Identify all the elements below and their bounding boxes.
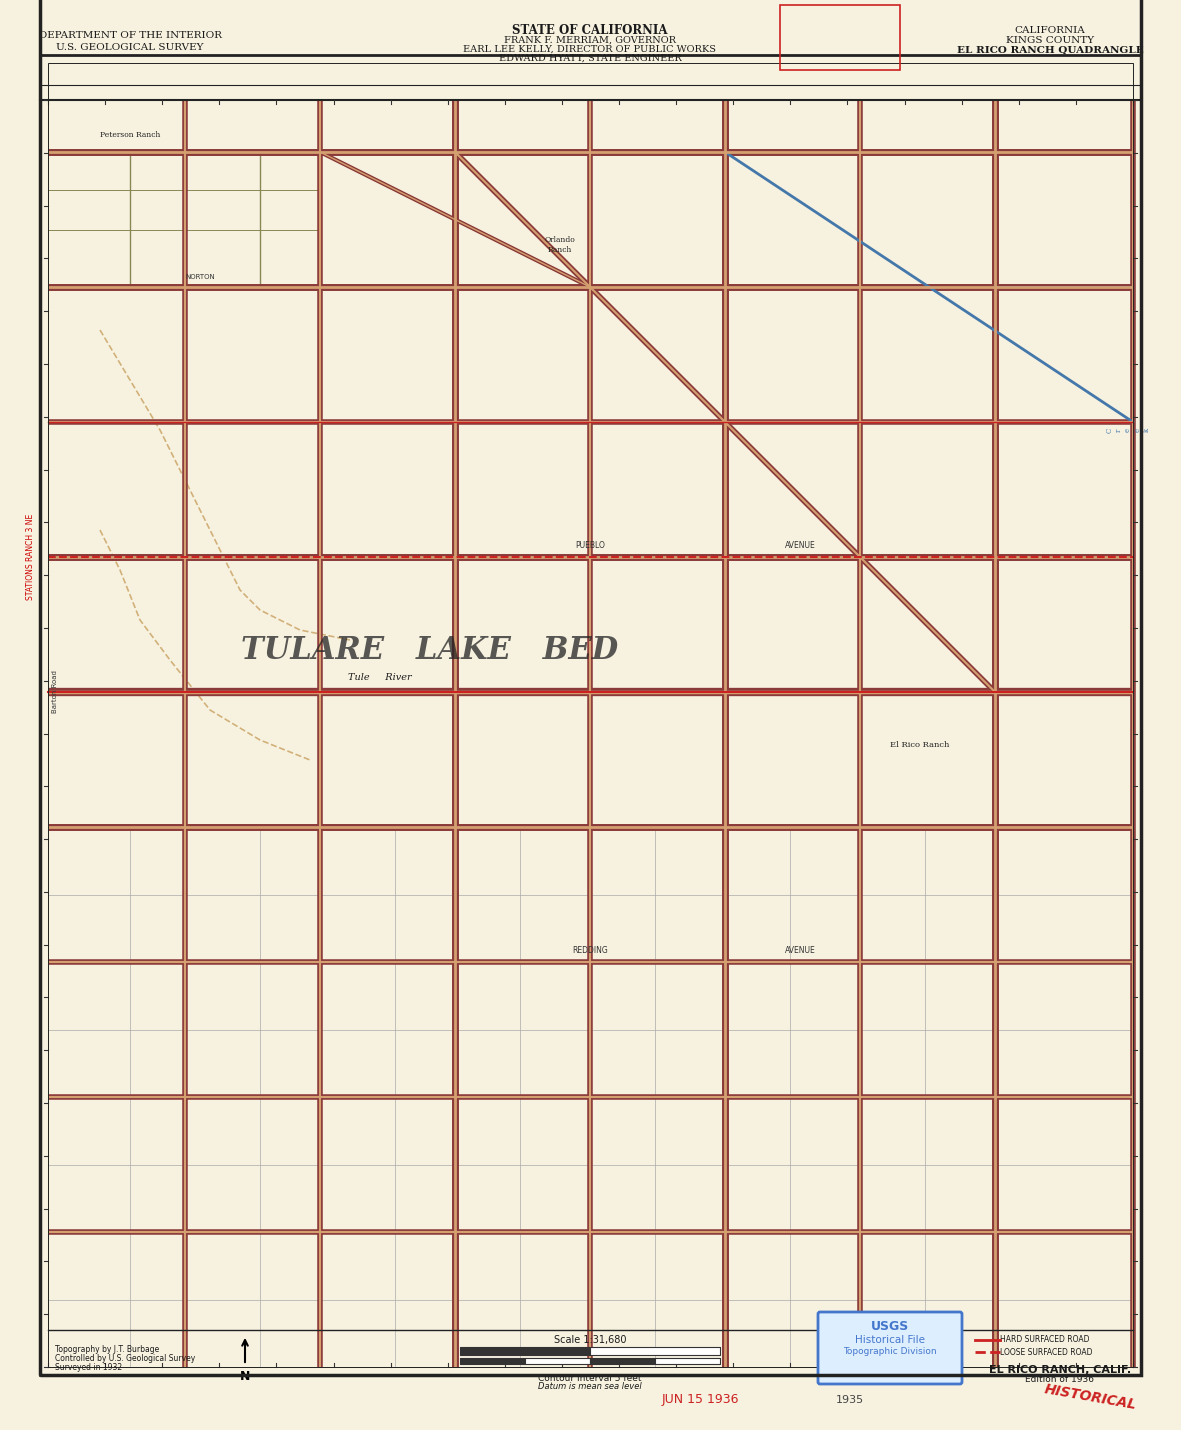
Text: 1935: 1935	[836, 1396, 864, 1406]
Text: PUEBLO: PUEBLO	[575, 541, 605, 551]
Text: CALIFORNIA: CALIFORNIA	[1014, 26, 1085, 34]
Text: HARD SURFACED ROAD: HARD SURFACED ROAD	[1000, 1336, 1090, 1344]
Text: El Rico Ranch: El Rico Ranch	[890, 741, 950, 749]
Text: EL RICO RANCH QUADRANGLE: EL RICO RANCH QUADRANGLE	[957, 46, 1143, 54]
Text: U.S. GEOLOGICAL SURVEY: U.S. GEOLOGICAL SURVEY	[57, 43, 204, 51]
Text: AVENUE: AVENUE	[784, 541, 815, 551]
Text: NORTON: NORTON	[185, 275, 215, 280]
Text: TULARE   LAKE   BED: TULARE LAKE BED	[241, 635, 619, 665]
Text: Orlando
Ranch: Orlando Ranch	[544, 236, 575, 253]
Text: REDDING: REDDING	[572, 947, 608, 955]
Text: Barton Road: Barton Road	[52, 671, 58, 714]
Text: HISTORICAL: HISTORICAL	[1043, 1381, 1137, 1411]
Text: STATE OF CALIFORNIA: STATE OF CALIFORNIA	[513, 23, 667, 37]
Text: LOOSE SURFACED ROAD: LOOSE SURFACED ROAD	[1000, 1348, 1092, 1357]
Text: Topographic Division: Topographic Division	[843, 1347, 937, 1356]
Text: JUN 15 1936: JUN 15 1936	[661, 1393, 739, 1407]
Text: KINGS COUNTY: KINGS COUNTY	[1006, 36, 1094, 44]
Text: C
r
e
e
k: C r e e k	[1105, 428, 1150, 433]
Text: FRANK F. MERRIAM, GOVERNOR: FRANK F. MERRIAM, GOVERNOR	[504, 36, 676, 44]
Text: Datum is mean sea level: Datum is mean sea level	[539, 1381, 642, 1391]
Text: Scale 1:31,680: Scale 1:31,680	[554, 1336, 626, 1346]
FancyBboxPatch shape	[818, 1311, 963, 1384]
Text: Tule     River: Tule River	[348, 674, 412, 682]
Text: Controlled by U.S. Geological Survey: Controlled by U.S. Geological Survey	[56, 1354, 195, 1363]
Text: Topography by J.T. Burbage: Topography by J.T. Burbage	[56, 1346, 159, 1354]
Bar	[779, 4, 900, 70]
Text: Peterson Ranch: Peterson Ranch	[100, 132, 161, 139]
Text: STATIONS RANCH 3 NE: STATIONS RANCH 3 NE	[26, 513, 35, 601]
Text: DEPARTMENT OF THE INTERIOR: DEPARTMENT OF THE INTERIOR	[39, 30, 222, 40]
Text: Contour interval 5 feet: Contour interval 5 feet	[539, 1374, 641, 1383]
Text: AVENUE: AVENUE	[784, 947, 815, 955]
Text: Surveyed in 1932: Surveyed in 1932	[56, 1363, 122, 1371]
Text: USGS: USGS	[870, 1320, 909, 1334]
Text: Edition of 1936: Edition of 1936	[1025, 1376, 1095, 1384]
Text: N: N	[240, 1370, 250, 1383]
Text: EDWARD HYATT, STATE ENGINEER: EDWARD HYATT, STATE ENGINEER	[498, 53, 681, 63]
Text: EARL LEE KELLY, DIRECTOR OF PUBLIC WORKS: EARL LEE KELLY, DIRECTOR OF PUBLIC WORKS	[463, 44, 717, 53]
Text: EL RICO RANCH, CALIF.: EL RICO RANCH, CALIF.	[988, 1366, 1131, 1376]
Text: Historical File: Historical File	[855, 1336, 925, 1346]
